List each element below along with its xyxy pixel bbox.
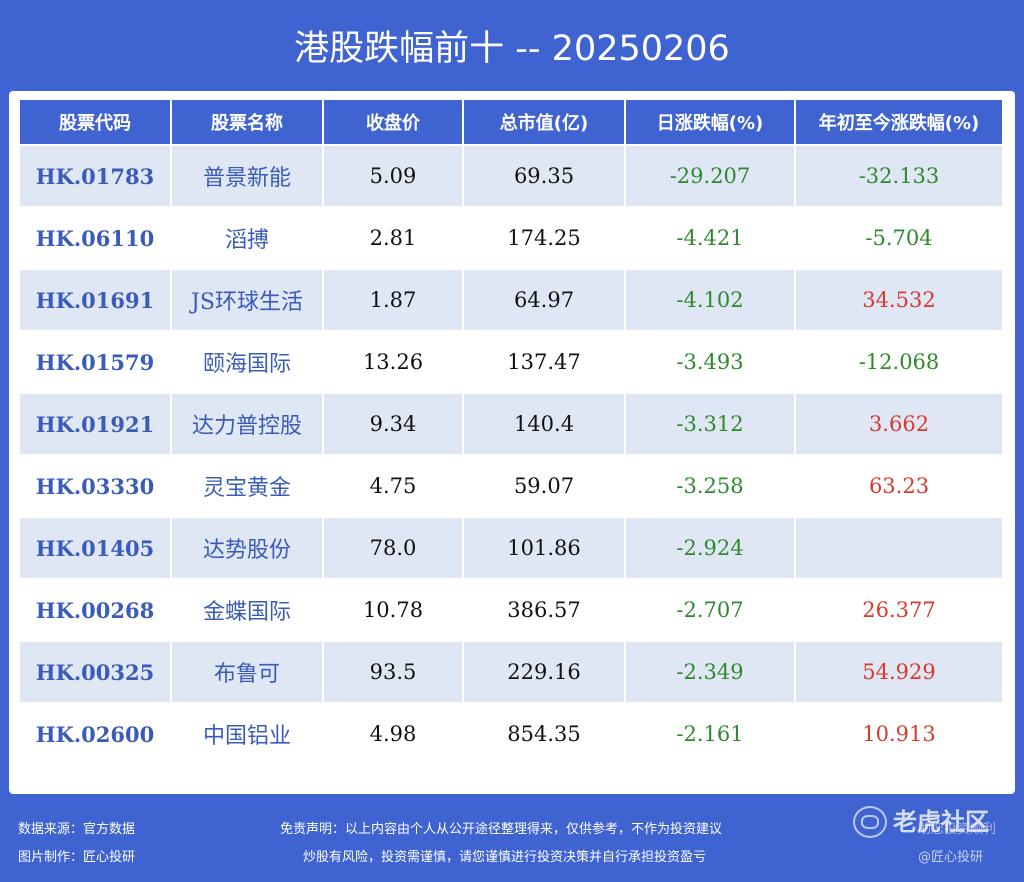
cell-code: HK.01783: [20, 146, 170, 206]
header-name: 股票名称: [172, 100, 322, 144]
cell-close: 4.75: [324, 456, 462, 516]
cell-ytd-change: 34.532: [796, 270, 1002, 330]
cell-market-cap: 386.57: [464, 580, 624, 640]
cell-close: 93.5: [324, 642, 462, 702]
cell-close: 78.0: [324, 518, 462, 578]
cell-code: HK.03330: [20, 456, 170, 516]
cell-close: 1.87: [324, 270, 462, 330]
cell-ytd-change: 3.662: [796, 394, 1002, 454]
cell-name: 滔搏: [172, 208, 322, 268]
cell-name: 达势股份: [172, 518, 322, 578]
image-maker: 图片制作：匠心投研: [18, 850, 136, 865]
cell-close: 4.98: [324, 704, 462, 764]
cell-code: HK.01691: [20, 270, 170, 330]
cell-name: 普景新能: [172, 146, 322, 206]
tiger-logo-icon: [853, 806, 887, 838]
cell-market-cap: 59.07: [464, 456, 624, 516]
cell-market-cap: 64.97: [464, 270, 624, 330]
cell-code: HK.00268: [20, 580, 170, 640]
cell-market-cap: 174.25: [464, 208, 624, 268]
cell-ytd-change: 54.929: [796, 642, 1002, 702]
cell-code: HK.01405: [20, 518, 170, 578]
cell-day-change: -2.707: [626, 580, 794, 640]
cell-name: 布鲁可: [172, 642, 322, 702]
table-row: HK.00268 金蝶国际 10.78 386.57 -2.707 26.377: [20, 580, 1002, 640]
table-row: HK.03330 灵宝黄金 4.75 59.07 -3.258 63.23: [20, 456, 1002, 516]
cell-day-change: -2.161: [626, 704, 794, 764]
cell-close: 9.34: [324, 394, 462, 454]
cell-code: HK.02600: [20, 704, 170, 764]
cell-day-change: -3.493: [626, 332, 794, 392]
cell-ytd-change: -12.068: [796, 332, 1002, 392]
cell-name: 达力普控股: [172, 394, 322, 454]
cell-code: HK.00325: [20, 642, 170, 702]
header-market-cap: 总市值(亿): [464, 100, 624, 144]
table-row: HK.02600 中国铝业 4.98 854.35 -2.161 10.913: [20, 704, 1002, 764]
cell-day-change: -4.421: [626, 208, 794, 268]
cell-ytd-change: 10.913: [796, 704, 1002, 764]
table-header-row: 股票代码 股票名称 收盘价 总市值(亿) 日涨跌幅(%) 年初至今涨跌幅(%): [20, 100, 1002, 144]
cell-ytd-change: [796, 518, 1002, 578]
cell-day-change: -3.312: [626, 394, 794, 454]
cell-market-cap: 69.35: [464, 146, 624, 206]
cell-day-change: -2.924: [626, 518, 794, 578]
cell-market-cap: 854.35: [464, 704, 624, 764]
cell-market-cap: 229.16: [464, 642, 624, 702]
table-row: HK.01691 JS环球生活 1.87 64.97 -4.102 34.532: [20, 270, 1002, 330]
cell-day-change: -29.207: [626, 146, 794, 206]
table-row: HK.01405 达势股份 78.0 101.86 -2.924: [20, 518, 1002, 578]
header-ytd-change: 年初至今涨跌幅(%): [796, 100, 1002, 144]
stock-table: 股票代码 股票名称 收盘价 总市值(亿) 日涨跌幅(%) 年初至今涨跌幅(%) …: [18, 98, 1004, 766]
page-title: 港股跌幅前十 -- 20250206: [294, 28, 730, 69]
table-row: HK.00325 布鲁可 93.5 229.16 -2.349 54.929: [20, 642, 1002, 702]
cell-name: 金蝶国际: [172, 580, 322, 640]
table-row: HK.01921 达力普控股 9.34 140.4 -3.312 3.662: [20, 394, 1002, 454]
table-row: HK.06110 滔搏 2.81 174.25 -4.421 -5.704: [20, 208, 1002, 268]
cell-market-cap: 137.47: [464, 332, 624, 392]
cell-ytd-change: -32.133: [796, 146, 1002, 206]
watermark-subtext: 助您投资顺利: [918, 822, 997, 837]
header-day-change: 日涨跌幅(%): [626, 100, 794, 144]
table-panel: 股票代码 股票名称 收盘价 总市值(亿) 日涨跌幅(%) 年初至今涨跌幅(%) …: [9, 91, 1015, 794]
footer: 数据来源：官方数据 图片制作：匠心投研 免责声明：以上内容由个人从公开途径整理得…: [0, 800, 1024, 882]
cell-ytd-change: 26.377: [796, 580, 1002, 640]
disclaimer-line-1: 免责声明：以上内容由个人从公开途径整理得来，仅供参考，不作为投资建议: [280, 822, 723, 837]
table-row: HK.01783 普景新能 5.09 69.35 -29.207 -32.133: [20, 146, 1002, 206]
disclaimer-line-2: 炒股有风险，投资需谨慎，请您谨慎进行投资决策并自行承担投资盈亏: [303, 850, 707, 865]
cell-name: 颐海国际: [172, 332, 322, 392]
cell-day-change: -2.349: [626, 642, 794, 702]
cell-day-change: -3.258: [626, 456, 794, 516]
cell-close: 2.81: [324, 208, 462, 268]
cell-day-change: -4.102: [626, 270, 794, 330]
cell-code: HK.06110: [20, 208, 170, 268]
watermark-author: @匠心投研: [918, 850, 984, 865]
data-source: 数据来源：官方数据: [18, 822, 136, 837]
cell-close: 5.09: [324, 146, 462, 206]
cell-name: JS环球生活: [172, 270, 322, 330]
cell-code: HK.01921: [20, 394, 170, 454]
cell-name: 中国铝业: [172, 704, 322, 764]
cell-ytd-change: -5.704: [796, 208, 1002, 268]
cell-name: 灵宝黄金: [172, 456, 322, 516]
cell-market-cap: 101.86: [464, 518, 624, 578]
cell-close: 13.26: [324, 332, 462, 392]
cell-close: 10.78: [324, 580, 462, 640]
table-row: HK.01579 颐海国际 13.26 137.47 -3.493 -12.06…: [20, 332, 1002, 392]
cell-code: HK.01579: [20, 332, 170, 392]
header-code: 股票代码: [20, 100, 170, 144]
cell-ytd-change: 63.23: [796, 456, 1002, 516]
watermark: 老虎社区: [893, 808, 989, 836]
header-close: 收盘价: [324, 100, 462, 144]
cell-market-cap: 140.4: [464, 394, 624, 454]
